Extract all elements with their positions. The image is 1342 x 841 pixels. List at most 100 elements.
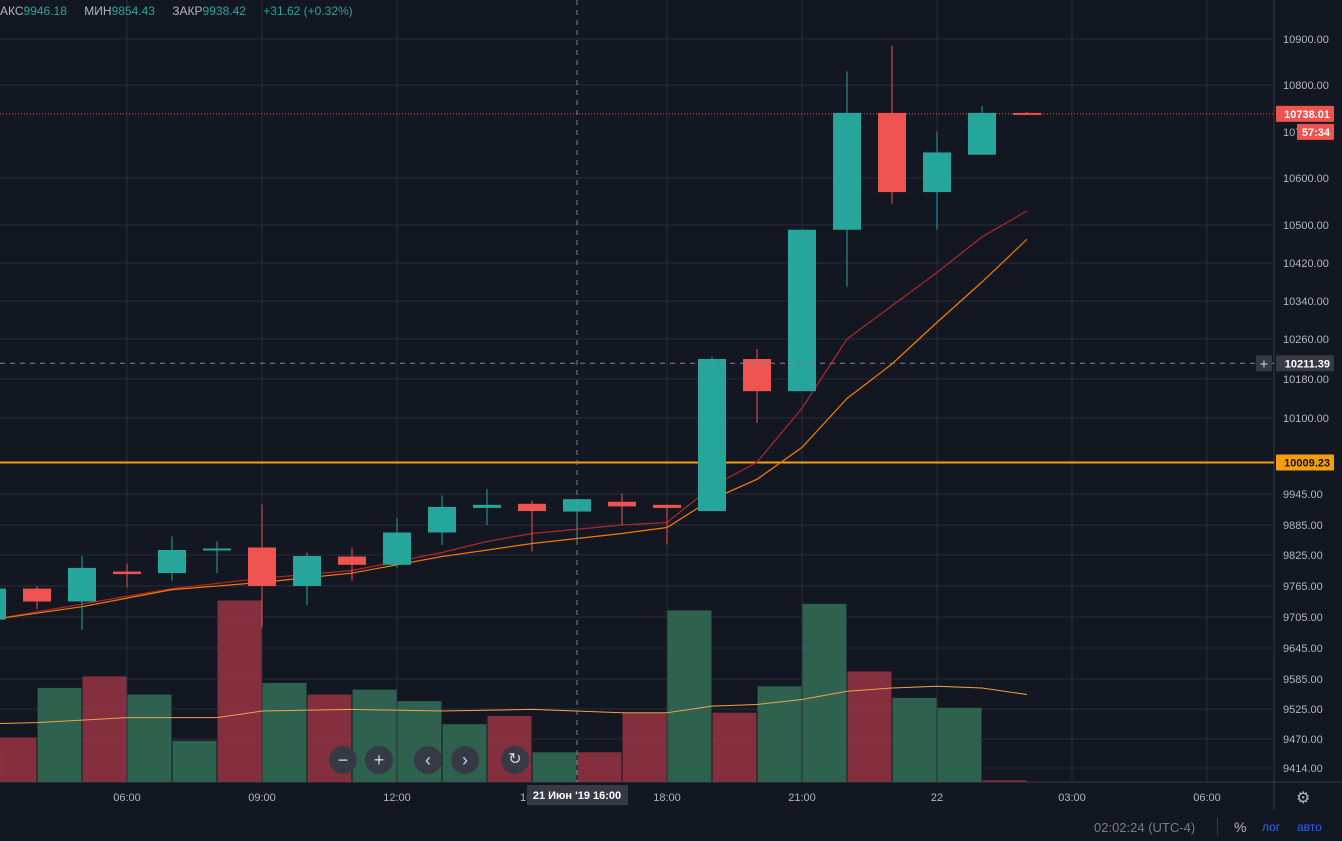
price-tick-label: 9825.00 bbox=[1283, 550, 1323, 562]
candle bbox=[878, 45, 906, 204]
candle bbox=[113, 563, 141, 588]
crosshair-plus-icon[interactable]: + bbox=[1260, 355, 1268, 371]
candle-body bbox=[383, 532, 411, 565]
candle-body bbox=[428, 506, 456, 533]
candle bbox=[23, 586, 51, 610]
price-tick-label: 9945.00 bbox=[1283, 489, 1323, 501]
time-tick-label: 06:00 bbox=[1193, 792, 1221, 804]
candle-body bbox=[788, 229, 816, 392]
price-tick-label: 9525.00 bbox=[1283, 704, 1323, 716]
minus-icon: − bbox=[337, 750, 349, 770]
candle bbox=[473, 489, 501, 525]
chevron-right-icon: › bbox=[462, 750, 468, 770]
ma-slow-line bbox=[0, 238, 1028, 620]
volume-bar bbox=[982, 780, 1027, 782]
candle bbox=[923, 131, 951, 230]
crosshair-add-bg bbox=[1256, 355, 1272, 372]
ma-fast-line bbox=[0, 210, 1028, 619]
high-label: АКС bbox=[0, 4, 24, 18]
high-value: 9946.18 bbox=[23, 4, 67, 18]
candle bbox=[383, 518, 411, 568]
candle-body bbox=[113, 571, 141, 575]
price-tick-label: 9705.00 bbox=[1283, 612, 1323, 624]
scroll-left-button[interactable]: ‹ bbox=[414, 746, 442, 774]
candle bbox=[158, 536, 186, 581]
candle bbox=[338, 547, 366, 581]
candle bbox=[518, 500, 546, 552]
price-tick-label: 10500.00 bbox=[1283, 220, 1329, 232]
candle bbox=[0, 588, 6, 620]
candle-body bbox=[968, 112, 996, 155]
crosshair-price-label: 10211.39 bbox=[1285, 358, 1330, 370]
candle-body bbox=[608, 501, 636, 507]
candle-body bbox=[698, 359, 726, 512]
candle-body bbox=[743, 359, 771, 392]
zoom-out-button[interactable]: − bbox=[329, 746, 357, 774]
crosshair-time-bg bbox=[527, 785, 628, 805]
candle bbox=[743, 349, 771, 423]
low-label: МИН bbox=[84, 4, 112, 18]
candle bbox=[698, 356, 726, 512]
reset-icon: ↻ bbox=[508, 751, 522, 768]
candle-body bbox=[1013, 112, 1041, 115]
volume-bar bbox=[712, 712, 757, 782]
zoom-in-button[interactable]: + bbox=[365, 746, 393, 774]
scroll-right-button[interactable]: › bbox=[451, 746, 479, 774]
price-tick-label: 10800.00 bbox=[1283, 80, 1329, 92]
status-divider bbox=[1217, 818, 1218, 836]
candle bbox=[608, 493, 636, 525]
volume-bar bbox=[937, 707, 982, 782]
volume-bar bbox=[172, 740, 217, 782]
volume-bar bbox=[262, 683, 307, 782]
crosshair-time-label: 21 Июн '19 16:00 bbox=[533, 790, 621, 802]
time-tick-label: 21:00 bbox=[788, 792, 816, 804]
candle-body bbox=[878, 112, 906, 193]
level-price-label-bg bbox=[1276, 454, 1334, 471]
price-tick-label: 10260.00 bbox=[1283, 334, 1329, 346]
last-price-label: 10738.01 bbox=[1284, 109, 1330, 121]
candle-body bbox=[338, 556, 366, 565]
candle-body bbox=[293, 556, 321, 586]
ohlc-legend: АКС9946.18 МИН9854.43 ЗАКР9938.42 +31.62… bbox=[0, 4, 353, 18]
candle-body bbox=[923, 152, 951, 193]
candle-body bbox=[833, 112, 861, 230]
price-tick-label: 10900.00 bbox=[1283, 34, 1329, 46]
volume-bar bbox=[622, 712, 667, 782]
candle bbox=[293, 552, 321, 606]
candle-body bbox=[23, 588, 51, 602]
price-tick-label: 10420.00 bbox=[1283, 258, 1329, 270]
clock-timezone[interactable]: 02:02:24 (UTC-4) bbox=[1094, 820, 1196, 835]
candle bbox=[968, 105, 996, 155]
countdown-label: 57:34 bbox=[1302, 127, 1331, 139]
candle bbox=[1013, 111, 1041, 115]
candle-body bbox=[653, 504, 681, 508]
candle-body bbox=[563, 499, 591, 512]
price-tick-label: 9414.00 bbox=[1283, 763, 1323, 775]
last-price-label-bg bbox=[1276, 105, 1334, 122]
last-price-partial: 107 bbox=[1283, 127, 1301, 139]
close-value: 9938.42 bbox=[202, 4, 246, 18]
volume-bar bbox=[667, 610, 712, 782]
chevron-left-icon: ‹ bbox=[425, 750, 431, 770]
plus-icon: + bbox=[373, 750, 385, 770]
price-tick-label: 10100.00 bbox=[1283, 413, 1329, 425]
reset-chart-button[interactable]: ↻ bbox=[501, 746, 529, 774]
candle-body bbox=[158, 550, 186, 574]
candle-body bbox=[0, 588, 6, 620]
crosshair-price-label-bg bbox=[1276, 355, 1334, 372]
status-bar: 02:02:24 (UTC-4) % лог авто bbox=[0, 810, 1342, 841]
time-tick-label: 03:00 bbox=[1058, 792, 1086, 804]
log-scale-toggle[interactable]: лог bbox=[1262, 820, 1281, 834]
volume-bar bbox=[892, 697, 937, 782]
price-tick-label: 9585.00 bbox=[1283, 674, 1323, 686]
low-value: 9854.43 bbox=[111, 4, 155, 18]
volume-bar bbox=[37, 687, 82, 782]
candle-body bbox=[68, 567, 96, 602]
auto-scale-toggle[interactable]: авто bbox=[1297, 820, 1322, 834]
settings-gear-icon[interactable]: ⚙ bbox=[1296, 790, 1311, 807]
candle bbox=[428, 495, 456, 545]
price-tick-label: 9765.00 bbox=[1283, 581, 1323, 593]
percent-scale-toggle[interactable]: % bbox=[1234, 819, 1247, 835]
volume-bar bbox=[82, 676, 127, 782]
